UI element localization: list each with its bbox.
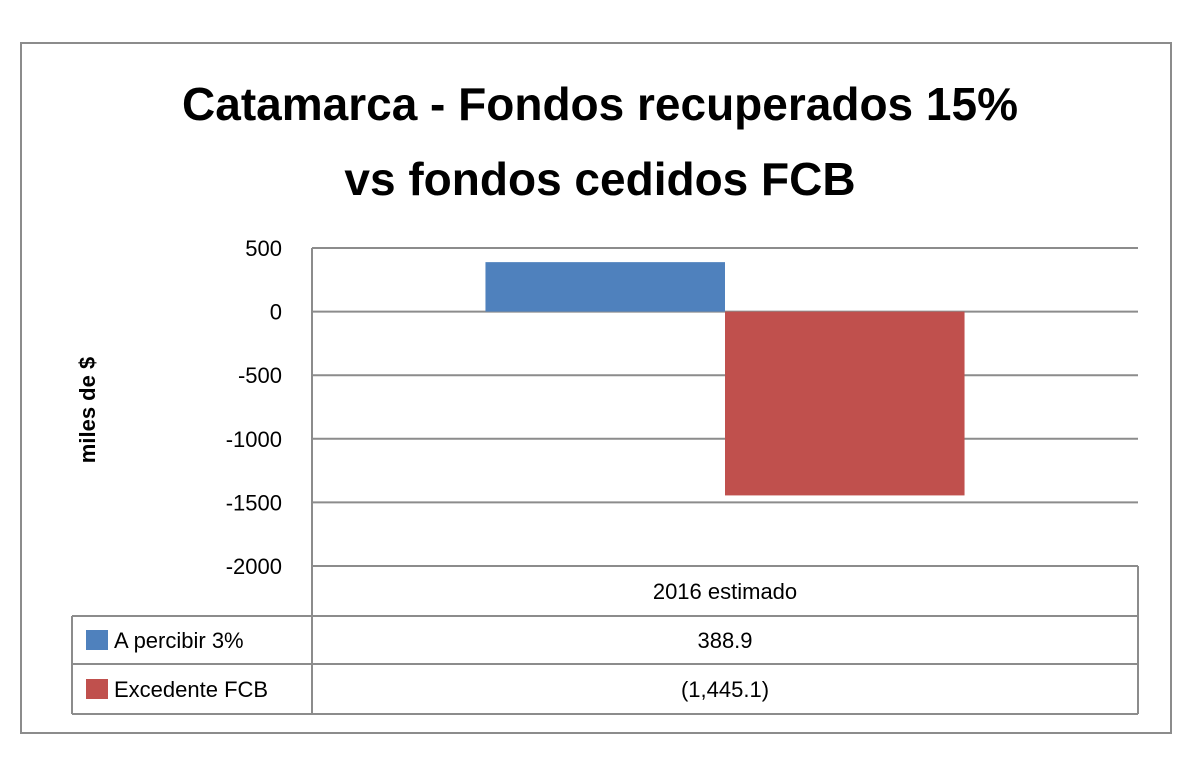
data-table: 2016 estimado A percibir 3% 388.9 Excedente…: [71, 565, 1139, 715]
y-tick-label: -1500: [226, 490, 282, 515]
legend-swatch: [86, 679, 108, 699]
chart-frame: [20, 42, 1172, 734]
chart-title-line-1: Catamarca - Fondos recuperados 15%: [182, 78, 1018, 130]
bar-a-percibir-3: [485, 262, 725, 312]
legend-entry: Excedente FCB: [114, 677, 268, 702]
y-tick-labels: 500 0 -500 -1000 -1500 -2000: [226, 236, 282, 579]
y-tick-label: -500: [238, 363, 282, 388]
legend-swatch: [86, 630, 108, 650]
y-tick-label: -1000: [226, 427, 282, 452]
y-tick-label: -2000: [226, 554, 282, 579]
bar-excedente-fcb: [725, 311, 965, 496]
table-category-label: 2016 estimado: [653, 579, 797, 604]
legend-entry: A percibir 3%: [114, 628, 244, 653]
chart-title-line-2: vs fondos cedidos FCB: [344, 153, 856, 205]
data-label: (1,445.1): [681, 677, 769, 702]
y-tick-label: 500: [245, 236, 282, 261]
y-tick-label: 0: [270, 300, 282, 325]
bars: [485, 262, 965, 496]
data-label: 388.9: [697, 628, 752, 653]
